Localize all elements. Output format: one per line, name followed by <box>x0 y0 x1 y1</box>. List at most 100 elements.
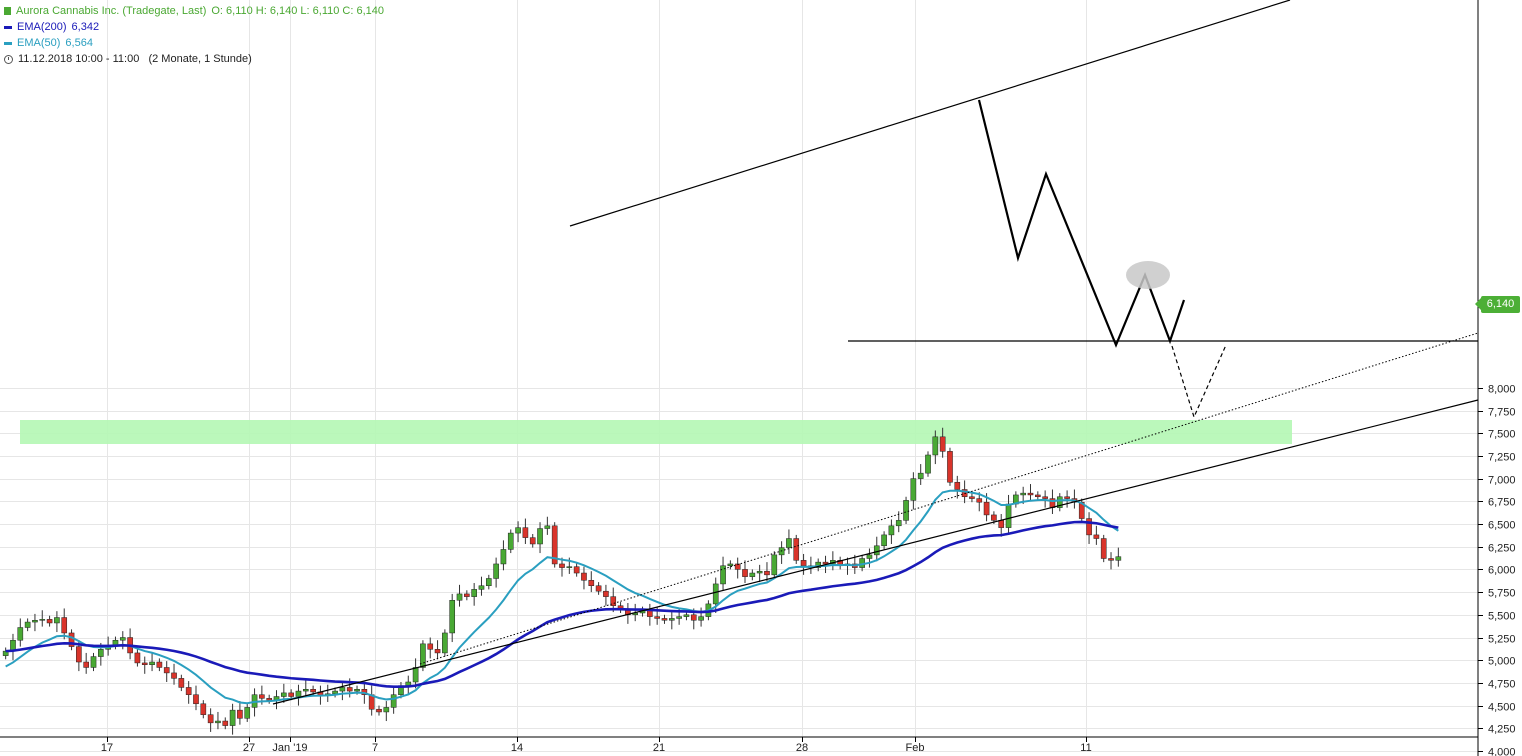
candle-body[interactable] <box>932 436 939 456</box>
candle-body[interactable] <box>954 481 961 490</box>
candle-body[interactable] <box>32 619 38 623</box>
candle-body[interactable] <box>668 618 675 621</box>
candle-body[interactable] <box>749 572 756 577</box>
candle-body[interactable] <box>1115 556 1122 561</box>
candle-body[interactable] <box>734 563 741 570</box>
candle-body[interactable] <box>888 525 895 536</box>
candle-body[interactable] <box>427 643 434 650</box>
candle-body[interactable] <box>163 667 170 674</box>
candle-body[interactable] <box>442 632 448 654</box>
ema50-row[interactable]: EMA(50) 6,564 <box>4 35 384 51</box>
candle-body[interactable] <box>903 500 909 521</box>
candle-body[interactable] <box>507 532 514 550</box>
candle-body[interactable] <box>537 528 543 545</box>
candle-body[interactable] <box>266 698 273 701</box>
candle-body[interactable] <box>712 583 719 605</box>
candle-body[interactable] <box>83 661 89 668</box>
ema200-row[interactable]: EMA(200) 6,342 <box>4 19 384 35</box>
candle-body[interactable] <box>383 707 390 713</box>
candle-body[interactable] <box>339 687 346 692</box>
candle-body[interactable] <box>295 690 302 697</box>
candle-body[interactable] <box>559 563 565 568</box>
candle-body[interactable] <box>134 652 141 664</box>
candle-body[interactable] <box>881 534 887 547</box>
candle-body[interactable] <box>61 617 68 634</box>
candle-body[interactable] <box>1042 496 1048 499</box>
candle-body[interactable] <box>522 527 529 538</box>
candle-body[interactable] <box>229 709 236 726</box>
candle-body[interactable] <box>515 527 521 534</box>
candle-body[interactable] <box>420 643 426 668</box>
candle-body[interactable] <box>119 637 126 641</box>
candle-body[interactable] <box>1093 534 1100 539</box>
candle-body[interactable] <box>551 525 558 565</box>
candle-body[interactable] <box>171 672 177 679</box>
candle-body[interactable] <box>661 618 668 621</box>
candle-body[interactable] <box>727 563 734 567</box>
candle-body[interactable] <box>742 569 748 577</box>
candle-body[interactable] <box>610 596 617 606</box>
candle-body[interactable] <box>390 694 397 708</box>
candle-body[interactable] <box>983 501 990 516</box>
candle-body[interactable] <box>969 496 975 499</box>
candle-body[interactable] <box>1108 558 1114 561</box>
candle-body[interactable] <box>310 689 316 693</box>
candle-body[interactable] <box>683 614 690 617</box>
candle-body[interactable] <box>822 561 829 565</box>
candle-body[interactable] <box>588 580 595 586</box>
candle-body[interactable] <box>873 545 880 556</box>
candle-body[interactable] <box>39 619 46 621</box>
candle-body[interactable] <box>46 619 53 624</box>
candle-body[interactable] <box>603 590 609 597</box>
candle-body[interactable] <box>764 570 770 576</box>
candle-body[interactable] <box>449 600 456 634</box>
candle-body[interactable] <box>332 690 338 695</box>
candle-body[interactable] <box>910 478 917 501</box>
candle-body[interactable] <box>259 694 265 699</box>
candle-body[interactable] <box>976 498 983 503</box>
candle-body[interactable] <box>464 593 470 597</box>
candle-body[interactable] <box>947 451 953 483</box>
candle-body[interactable] <box>698 616 704 621</box>
candle-body[interactable] <box>412 667 419 683</box>
candle-body[interactable] <box>1100 538 1107 559</box>
candle-body[interactable] <box>925 454 931 474</box>
candle-body[interactable] <box>493 563 499 579</box>
candle-body[interactable] <box>939 436 946 452</box>
candle-body[interactable] <box>471 589 477 597</box>
candle-body[interactable] <box>98 649 104 657</box>
candle-body[interactable] <box>456 593 463 601</box>
candle-body[interactable] <box>376 708 382 713</box>
candle-body[interactable] <box>815 561 822 568</box>
candle-body[interactable] <box>193 694 199 705</box>
candle-body[interactable] <box>1005 503 1012 528</box>
candle-body[interactable] <box>866 554 873 559</box>
candle-body[interactable] <box>771 554 778 576</box>
candle-body[interactable] <box>200 703 207 715</box>
candle-body[interactable] <box>178 678 185 688</box>
candle-body[interactable] <box>207 714 214 724</box>
candle-body[interactable] <box>800 560 807 567</box>
candle-body[interactable] <box>1035 494 1041 498</box>
candle-body[interactable] <box>156 661 163 668</box>
candle-body[interactable] <box>998 520 1005 528</box>
candle-body[interactable] <box>573 566 580 574</box>
candle-body[interactable] <box>529 537 536 545</box>
candle-body[interactable] <box>90 656 97 668</box>
candle-body[interactable] <box>302 689 309 692</box>
candle-body[interactable] <box>895 520 902 527</box>
candle-body[interactable] <box>566 566 573 568</box>
candle-body[interactable] <box>786 538 792 548</box>
candle-body[interactable] <box>434 649 441 654</box>
candle-body[interactable] <box>654 616 660 619</box>
candle-body[interactable] <box>793 538 800 561</box>
candle-body[interactable] <box>676 616 682 619</box>
candle-body[interactable] <box>485 578 492 586</box>
candle-body[interactable] <box>354 689 360 692</box>
candle-body[interactable] <box>346 687 353 692</box>
candle-body[interactable] <box>1020 492 1026 496</box>
candle-body[interactable] <box>185 687 192 695</box>
candle-body[interactable] <box>756 570 763 574</box>
candle-body[interactable] <box>215 720 221 724</box>
